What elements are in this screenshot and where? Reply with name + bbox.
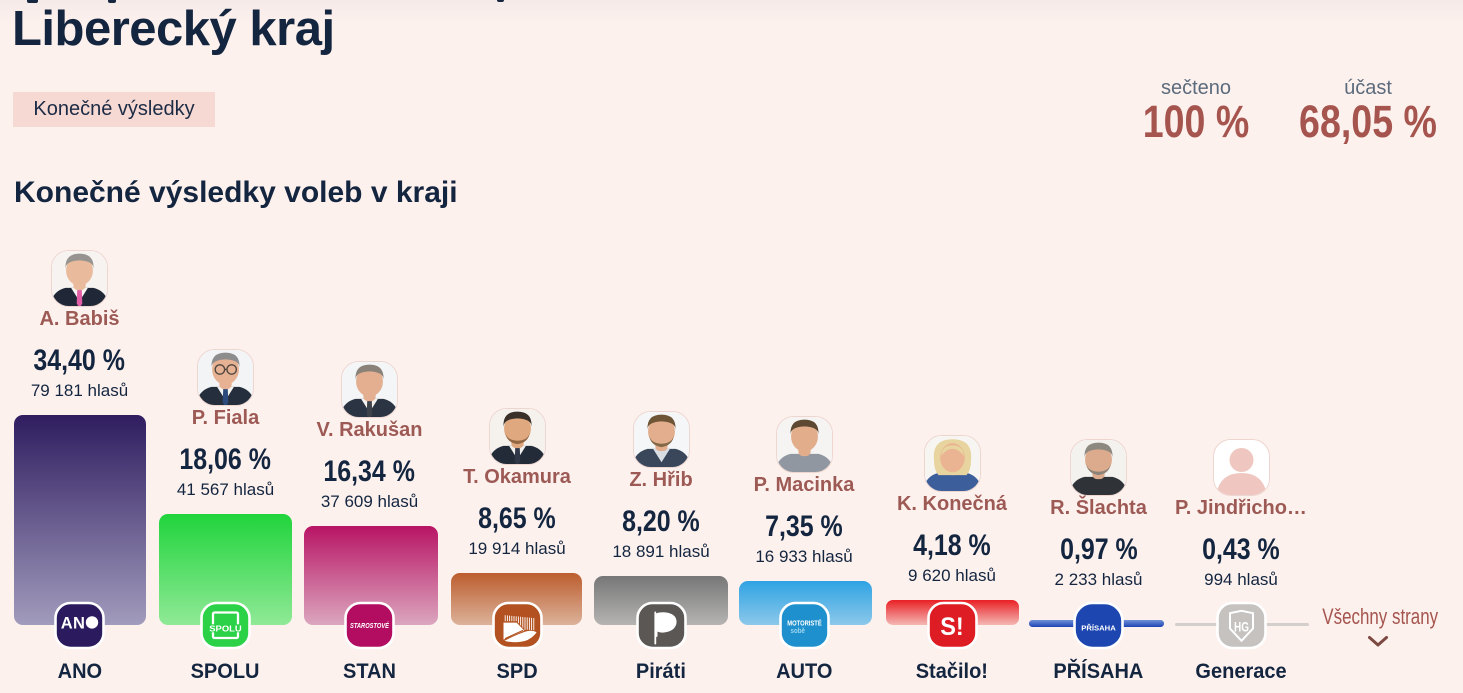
svg-text:sobě: sobě (790, 626, 805, 635)
svg-text:AN: AN (61, 614, 85, 632)
svg-text:SPOLU: SPOLU (209, 623, 242, 633)
svg-text:STAROSTOVÉ: STAROSTOVÉ (350, 621, 389, 630)
svg-text:HG: HG (1234, 619, 1249, 634)
svg-text:S!: S! (940, 612, 964, 640)
svg-text:MOTORISTÉ: MOTORISTÉ (787, 618, 822, 627)
svg-text:PŘÍSAHA: PŘÍSAHA (1081, 623, 1116, 632)
